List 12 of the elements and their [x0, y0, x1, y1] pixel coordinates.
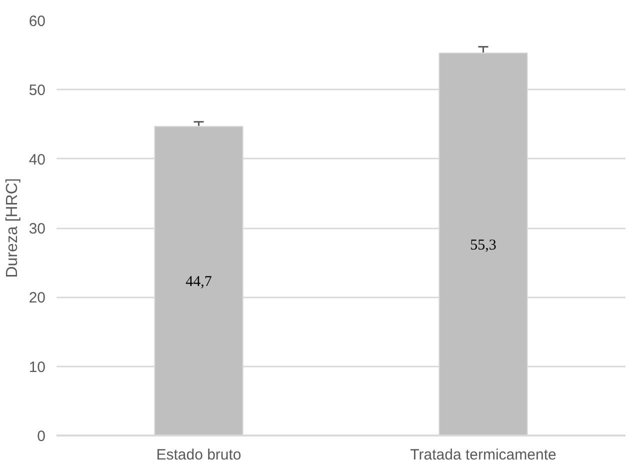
y-tick-label: 30 — [28, 220, 46, 238]
y-axis-title: Dureza [HRC] — [4, 178, 21, 278]
y-tick-label: 10 — [28, 358, 46, 376]
y-tick-label: 50 — [28, 82, 46, 100]
x-tick-label: Tratada termicamente — [410, 446, 556, 464]
data-label: 55,3 — [470, 237, 496, 254]
data-label: 44,7 — [186, 274, 212, 290]
y-tick-label: 0 — [37, 428, 46, 445]
y-tick-label: 60 — [28, 13, 46, 30]
y-tick-label: 40 — [28, 151, 46, 168]
y-tick-label: 20 — [28, 290, 46, 307]
x-tick-label: Estado bruto — [156, 446, 242, 464]
